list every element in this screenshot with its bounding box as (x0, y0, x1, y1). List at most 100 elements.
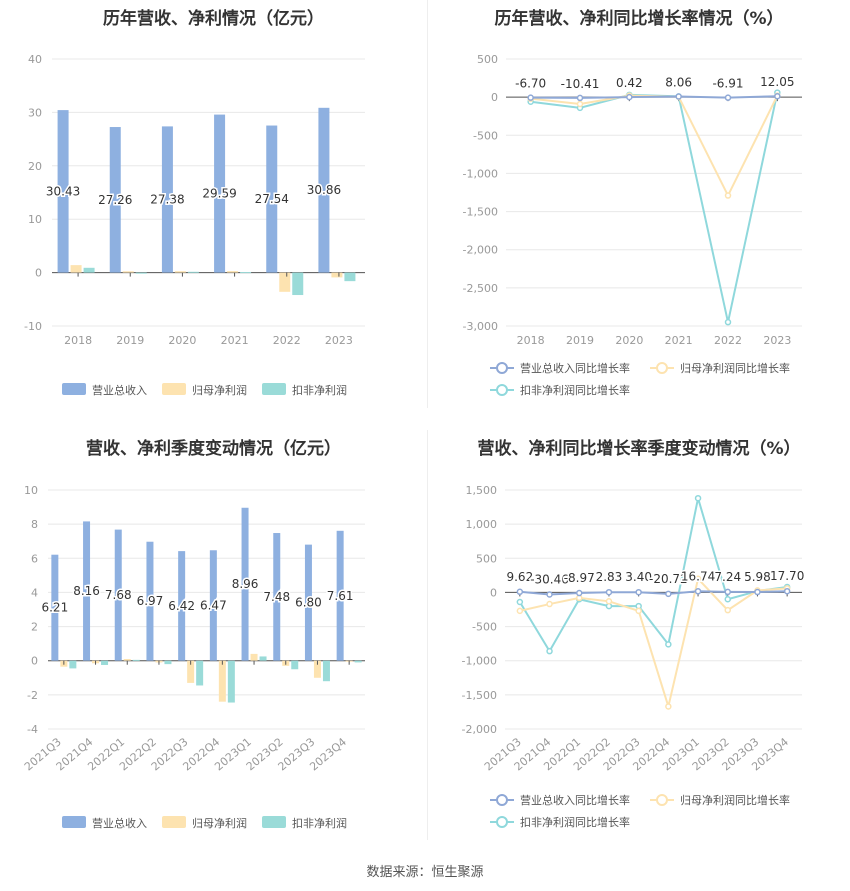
data-label: 6.97 (137, 594, 164, 608)
y-tick-label: 0 (491, 91, 498, 104)
data-point (665, 590, 672, 598)
data-label: 5.98 (744, 570, 771, 584)
annual-bar-chart: 40 30 20 10 0 -10 30.43 2018 27.26 2019 27.38 2020 2… (24, 53, 365, 397)
data-label: 8.16 (73, 584, 100, 598)
legend-swatch (162, 816, 186, 828)
legend-marker (656, 794, 668, 806)
bar-deducted-profit (101, 660, 109, 665)
legend-label: 扣非净利润同比增长率 (520, 815, 630, 829)
data-point (516, 588, 524, 596)
bar-deducted-profit (135, 272, 147, 274)
legend-label: 扣非净利润同比增长率 (520, 383, 630, 397)
data-label: 30.43 (46, 184, 80, 198)
data-point (774, 92, 781, 100)
bar-revenue (146, 541, 154, 661)
y-tick-label: 8 (31, 518, 38, 531)
data-point (576, 94, 584, 102)
y-tick-label: -500 (473, 129, 498, 142)
x-tick-label: 2020 (615, 334, 643, 347)
y-tick-label: 1,500 (466, 484, 498, 497)
data-point (546, 600, 553, 608)
legend-marker (496, 362, 508, 374)
data-point (546, 647, 553, 655)
data-label: -8.97 (564, 571, 595, 585)
y-tick-label: 500 (477, 53, 498, 66)
bar-revenue (109, 127, 121, 273)
data-point (724, 318, 732, 326)
y-tick-label: 500 (476, 552, 497, 565)
series-line-deducted-profit (518, 497, 788, 654)
bar-net-profit (250, 653, 258, 661)
bar-deducted-profit (322, 660, 330, 682)
data-point (665, 703, 672, 710)
bar-deducted-profit (354, 660, 362, 663)
bar-revenue (161, 126, 173, 273)
legend-swatch (262, 816, 286, 828)
legend-label: 营业总收入 (92, 816, 147, 830)
y-tick-label: -1,500 (463, 206, 498, 219)
panel-annual-revenue-profit: 历年营收、净利情况（亿元） 40 30 20 10 0 -10 30.43 2018 27.26… (0, 0, 427, 410)
data-point (516, 598, 524, 606)
data-label: 6.42 (168, 599, 195, 613)
y-tick-label: -2,000 (462, 723, 497, 736)
legend-label: 归母净利润 (192, 816, 247, 830)
data-label: 7.24 (714, 570, 741, 584)
data-label: 12.05 (760, 75, 794, 89)
x-tick-label: 2019 (116, 334, 144, 347)
bar-deducted-profit (292, 272, 304, 296)
x-tick-label: 2021 (221, 334, 249, 347)
bar-net-profit (313, 660, 321, 678)
legend-label: 归母净利润 (192, 383, 247, 397)
data-label: 6.21 (41, 601, 68, 615)
x-tick-label: 2019 (566, 334, 594, 347)
data-label: -20.72 (649, 572, 688, 586)
data-point (516, 607, 524, 615)
y-tick-label: 0 (31, 655, 38, 668)
x-tick-label: 2022 (273, 334, 301, 347)
data-label: -10.41 (561, 77, 600, 91)
y-tick-label: 10 (24, 484, 38, 497)
data-point (576, 589, 583, 597)
bar-revenue (273, 533, 281, 661)
data-label: 6.80 (295, 596, 322, 610)
y-tick-label: 20 (28, 160, 42, 173)
quarterly-line-chart: 1,5001,0005000-500-1,000-1,500-2,0002021… (462, 484, 806, 829)
legend-swatch (162, 383, 186, 395)
data-label: 27.26 (98, 193, 132, 207)
bar-revenue (57, 110, 69, 273)
bar-deducted-profit (164, 660, 172, 665)
x-tick-label: 2023 (763, 334, 791, 347)
data-point (605, 598, 613, 605)
data-label: 27.38 (150, 192, 184, 206)
data-label: -6.91 (712, 77, 743, 91)
data-label: 9.62 (506, 570, 533, 584)
y-tick-label: 40 (28, 53, 42, 66)
data-point (546, 591, 553, 598)
y-tick-label: -3,000 (463, 320, 498, 333)
series-line-net-profit (519, 576, 788, 711)
data-point (665, 641, 672, 648)
chart-title: 历年营收、净利情况（亿元） (103, 9, 324, 29)
y-tick-label: 2 (31, 621, 38, 634)
legend-marker (496, 794, 508, 806)
data-point (724, 94, 732, 101)
chart-title: 营收、净利季度变动情况（亿元） (86, 439, 341, 459)
panel-quarterly-growth-rate: 营收、净利同比增长率季度变动情况（%） 1,500 1,000 500 0 -500 -1… (428, 430, 850, 850)
x-tick-label: 2023 (325, 334, 353, 347)
y-tick-label: 0 (490, 586, 497, 599)
data-point (527, 94, 534, 101)
y-tick-label: -1,500 (462, 689, 497, 702)
legend-swatch (62, 383, 86, 395)
data-source-footer: 数据来源：恒生聚源 (366, 865, 484, 880)
legend-label: 归母净利润同比增长率 (680, 361, 790, 375)
bar-deducted-profit (227, 660, 235, 703)
x-tick-label: 2021 (665, 334, 693, 347)
y-tick-label: -2 (27, 689, 38, 702)
data-label: 0.42 (616, 76, 643, 90)
series-line-revenue (530, 95, 778, 99)
legend-label: 归母净利润同比增长率 (680, 793, 790, 807)
legend-swatch (262, 383, 286, 395)
bar-revenue (83, 521, 91, 661)
data-label: 6.47 (200, 598, 227, 612)
divider (427, 0, 428, 408)
